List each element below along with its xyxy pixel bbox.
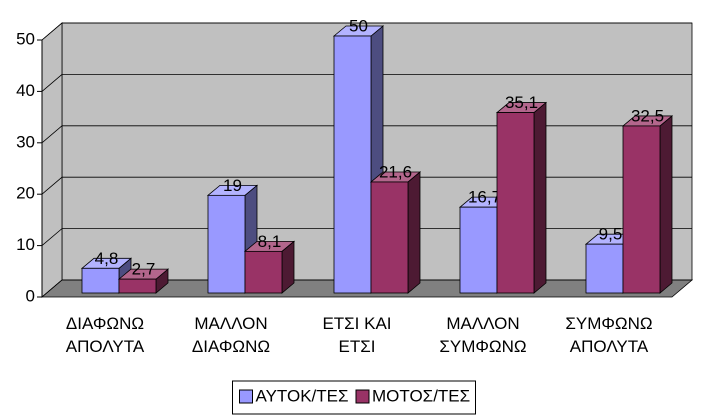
y-tick-label: 20: [16, 184, 35, 203]
x-tick-label: ΜΑΛΛΟΝ ΔΙΑΦΩΝΩ: [192, 314, 270, 356]
grid-line: [41, 176, 692, 195]
legend-swatch: [355, 389, 370, 404]
bar-front: [459, 206, 498, 294]
legend-box: [232, 380, 476, 415]
legend-label: ΜΟΤΟΣ/ΤΕΣ: [372, 386, 470, 405]
x-tick-label: ΣΥΜΦΩΝΩ ΑΠΟΛΥΤΑ: [565, 314, 652, 356]
bar-front: [244, 250, 283, 294]
value-label: 2,7: [132, 260, 156, 279]
bar-front: [207, 194, 246, 294]
y-tick-label: 30: [16, 132, 35, 151]
value-label: 50: [349, 16, 368, 35]
value-label: 35,1: [505, 93, 538, 112]
bar-side: [407, 171, 421, 294]
x-tick-label: ΔΙΑΦΩΝΩ ΑΠΟΛΥΤΑ: [66, 314, 145, 356]
legend: ΑΥΤΟΚ/ΤΕΣ ΜΟΤΟΣ/ΤΕΣ: [232, 380, 476, 415]
y-tick-label: 40: [16, 81, 35, 100]
bar: [117, 268, 170, 294]
bar-front: [622, 125, 661, 294]
bar-front: [118, 278, 157, 294]
value-label: 16,7: [468, 188, 501, 207]
value-label: 8,1: [258, 232, 282, 251]
value-label: 4,8: [95, 249, 119, 268]
bar-front: [333, 35, 372, 294]
bar: [621, 115, 674, 294]
y-tick-label: 0: [26, 286, 35, 305]
value-label: 19: [223, 176, 242, 195]
bar: [243, 240, 296, 294]
bar: [495, 101, 548, 294]
bar-side: [659, 115, 673, 294]
side-wall: [41, 22, 63, 298]
bar-front: [496, 112, 535, 294]
bar-side: [533, 101, 547, 294]
grid-line: [41, 125, 692, 144]
bar-front: [585, 243, 624, 294]
bar-front: [370, 181, 409, 294]
value-label: 32,5: [631, 106, 664, 125]
y-tick-label: 10: [16, 235, 35, 254]
value-label: 9,5: [599, 225, 623, 244]
legend-swatch: [239, 389, 253, 404]
legend-label: ΑΥΤΟΚ/ΤΕΣ: [256, 386, 349, 405]
value-label: 21,6: [379, 162, 412, 181]
x-tick-label: ΕΤΣΙ ΚΑΙ ΕΤΣΙ: [322, 314, 391, 356]
x-tick-label: ΜΑΛΛΟΝ ΣΥΜΦΩΝΩ: [439, 314, 526, 356]
grid-line: [41, 22, 692, 41]
bar: [80, 257, 133, 294]
grid-line: [41, 74, 692, 92]
bar: [369, 171, 422, 294]
y-tick-label: 50: [16, 29, 35, 48]
bar-front: [81, 267, 120, 294]
